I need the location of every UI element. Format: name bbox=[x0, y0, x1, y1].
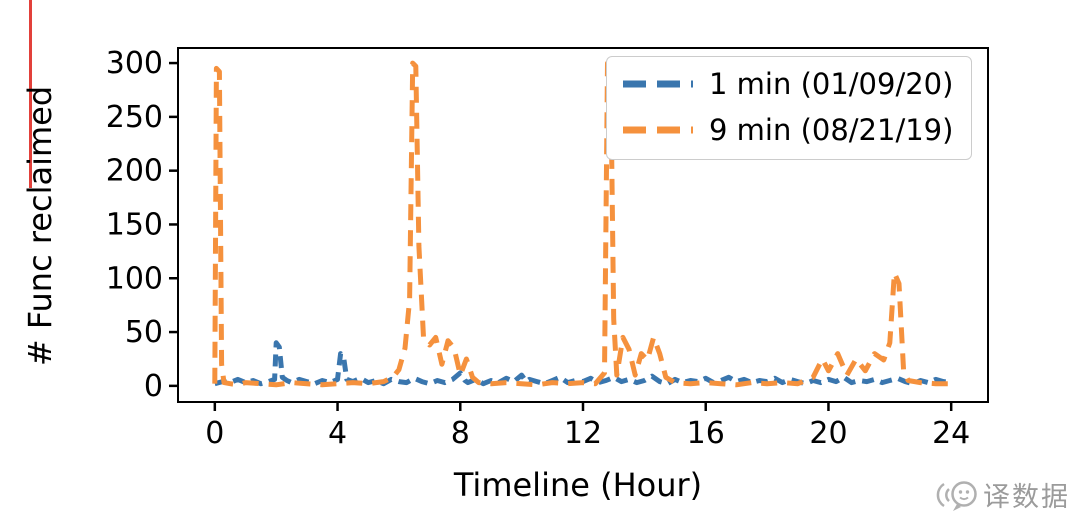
chat-bubble-icon bbox=[936, 480, 977, 511]
x-tick-label: 8 bbox=[451, 416, 470, 451]
x-tick-label: 20 bbox=[809, 416, 847, 451]
x-tick-label: 24 bbox=[932, 416, 970, 451]
legend-label-1min: 1 min (01/09/20) bbox=[709, 67, 954, 101]
x-tick-label: 12 bbox=[564, 416, 602, 451]
x-axis-label: Timeline (Hour) bbox=[453, 466, 703, 504]
series-line-0 bbox=[214, 340, 952, 387]
y-tick-label: 250 bbox=[106, 100, 163, 135]
watermark: 译数据 bbox=[933, 475, 1070, 514]
y-tick-label: 50 bbox=[125, 315, 163, 350]
x-tick-label: 16 bbox=[687, 416, 725, 451]
x-tick-label: 0 bbox=[205, 416, 224, 451]
y-tick-label: 150 bbox=[106, 207, 163, 242]
legend-label-9min: 9 min (08/21/19) bbox=[709, 113, 954, 147]
y-tick-label: 300 bbox=[106, 46, 163, 81]
red-marker-line bbox=[29, 0, 32, 188]
y-tick-label: 200 bbox=[106, 154, 163, 189]
legend-item-9min: 9 min (08/21/19) bbox=[621, 113, 953, 147]
y-tick-label: 0 bbox=[144, 369, 163, 404]
x-tick-label: 4 bbox=[328, 416, 347, 451]
watermark-text: 译数据 bbox=[983, 482, 1070, 513]
legend-dash-sample-orange bbox=[623, 126, 693, 134]
legend-dash-sample-blue bbox=[623, 80, 693, 88]
legend-item-1min: 1 min (01/09/20) bbox=[621, 67, 953, 101]
legend: 1 min (01/09/20) 9 min (08/21/19) bbox=[606, 56, 973, 160]
series-line-1 bbox=[212, 60, 952, 388]
y-tick-label: 100 bbox=[106, 261, 163, 296]
y-axis-label: # Func reclaimed bbox=[21, 85, 59, 367]
